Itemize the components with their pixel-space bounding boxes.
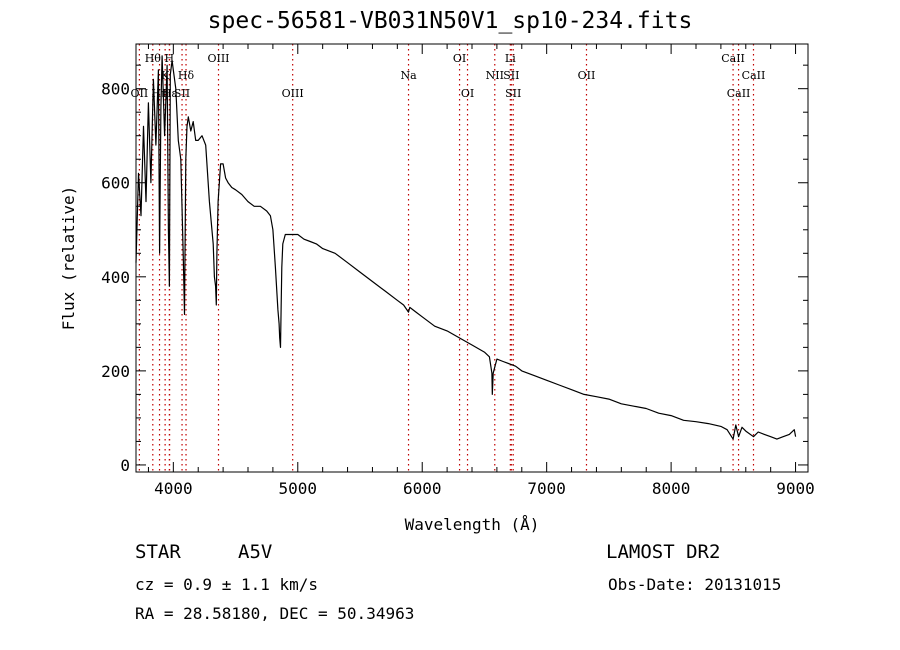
object-subclass: A5V: [238, 541, 273, 563]
line-label: CaII: [727, 87, 751, 100]
axis-ticks: [136, 44, 808, 472]
page-title: spec-56581-VB031N50V1_sp10-234.fits: [207, 8, 693, 34]
line-labels: OIIHθHηKHHεSIIHδOIIIOIIINaOIOINIILiSIISI…: [131, 52, 766, 100]
y-tick-label: 200: [101, 362, 130, 381]
x-tick-label: 6000: [403, 479, 442, 498]
line-label: CaII: [721, 52, 745, 65]
line-label: CaII: [742, 69, 766, 82]
y-tick-label: 400: [101, 268, 130, 287]
x-tick-label: 9000: [776, 479, 815, 498]
flux-series: [135, 55, 797, 440]
line-label: OI: [461, 87, 474, 100]
redshift-text: cz = 0.9 ± 1.1 km/s: [135, 575, 319, 594]
x-tick-label: 4000: [154, 479, 193, 498]
line-label: K: [161, 69, 170, 82]
x-tick-label: 8000: [652, 479, 691, 498]
survey-name: LAMOST DR2: [606, 541, 721, 563]
plot-frame: [135, 43, 809, 473]
line-label: Hη: [151, 87, 167, 100]
line-label: OIII: [207, 52, 229, 65]
line-label: Li: [505, 52, 516, 65]
line-label: OII: [578, 69, 596, 82]
y-axis-label: Flux (relative): [59, 186, 78, 331]
y-tick-label: 600: [101, 174, 130, 193]
line-label: OII: [131, 87, 149, 100]
line-label: SII: [174, 87, 190, 100]
line-label: OIII: [282, 87, 304, 100]
x-tick-label: 5000: [279, 479, 318, 498]
line-label: SII: [505, 87, 521, 100]
line-label: OI: [453, 52, 466, 65]
line-label: Hθ: [145, 52, 162, 65]
series-group: [135, 55, 797, 440]
y-tick-label: 0: [120, 456, 130, 475]
line-label: Hδ: [178, 69, 195, 82]
y-tick-label: 800: [101, 80, 130, 99]
line-markers: [138, 44, 755, 472]
tick-labels: 4000 5000 6000 7000 8000 9000 0 200 400 600 800: [101, 80, 815, 498]
coordinates: RA = 28.58180, DEC = 50.34963: [135, 604, 415, 623]
line-label: SII: [503, 69, 519, 82]
object-class: STAR: [135, 541, 181, 563]
x-axis-label: Wavelength (Å): [405, 515, 540, 534]
line-label: H: [165, 52, 175, 65]
line-label: NII: [486, 69, 504, 82]
line-label: Na: [400, 69, 417, 82]
line-label: Hε: [162, 87, 178, 100]
obs-date: Obs-Date: 20131015: [608, 575, 782, 594]
x-tick-label: 7000: [527, 479, 566, 498]
